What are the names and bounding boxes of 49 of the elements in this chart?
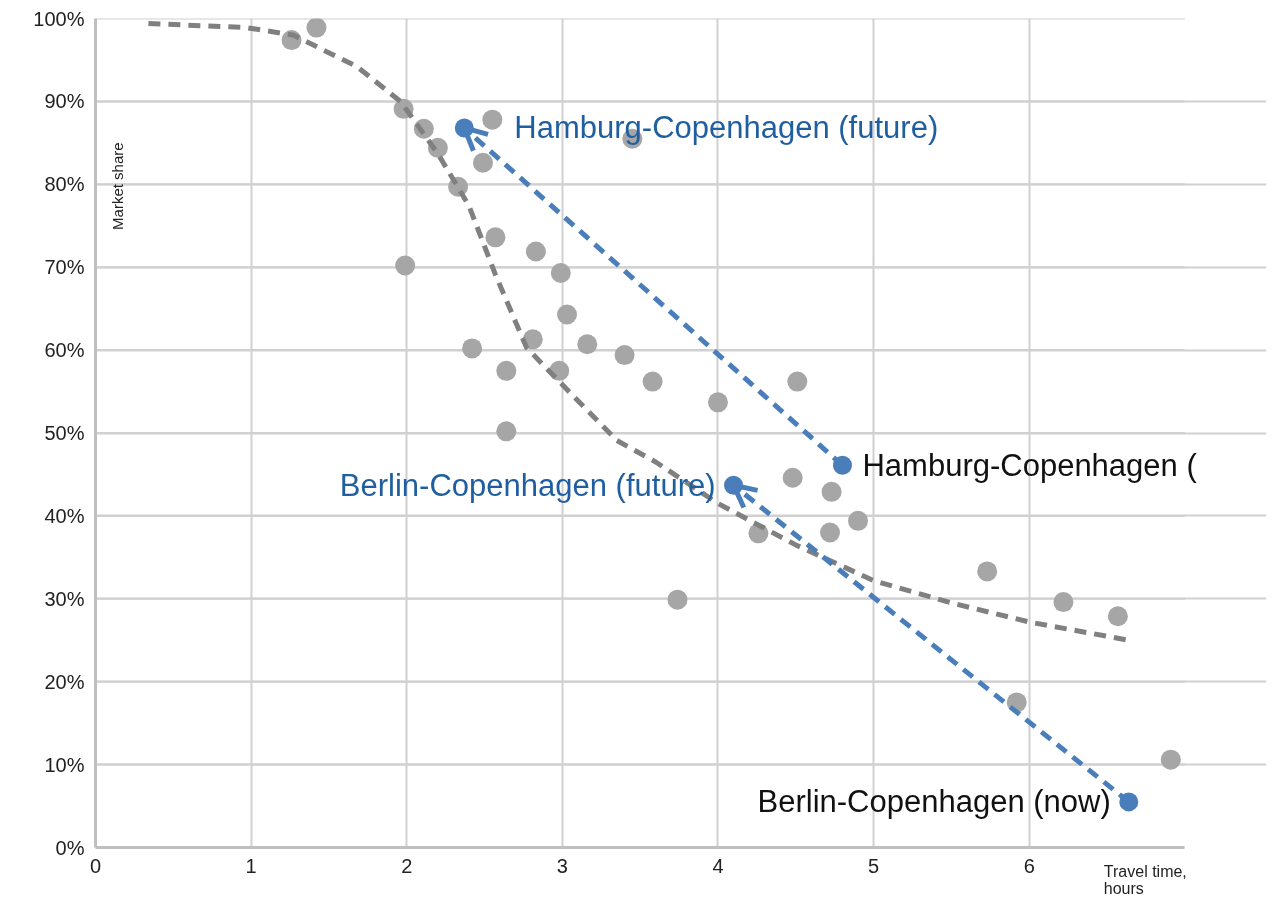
- y-axis-title: Market share: [108, 142, 126, 230]
- point: [485, 227, 506, 248]
- y-tick-label: 10%: [44, 753, 85, 776]
- point: [820, 522, 840, 543]
- y-tick-label: 90%: [44, 90, 85, 113]
- point: [848, 510, 869, 531]
- y-tick-label: 50%: [44, 422, 85, 444]
- y-tick-label: 60%: [44, 339, 85, 362]
- point: [482, 109, 503, 130]
- y-tick-label: 70%: [44, 256, 85, 279]
- point: [472, 152, 493, 173]
- point: [642, 371, 663, 392]
- y-tick-label: 40%: [44, 504, 85, 527]
- y-tick-label: 30%: [44, 587, 85, 610]
- annotation: Berlin-Copenhagen (future): [339, 467, 716, 503]
- x-tick-label: 1: [245, 854, 257, 877]
- point: [496, 360, 517, 381]
- point: [525, 241, 546, 262]
- annotation: Hamburg-Copenhagen (: [862, 447, 1198, 483]
- x-tick-label: 0: [89, 854, 102, 877]
- point: [577, 334, 598, 355]
- y-tick-label: 100%: [33, 7, 85, 30]
- annotation: Berlin-Copenhagen (now): [757, 784, 1111, 820]
- point: [707, 392, 728, 413]
- point: [667, 589, 688, 610]
- point: [977, 561, 998, 582]
- point: [782, 467, 803, 488]
- point: [1053, 592, 1074, 613]
- x-tick-label: 2: [401, 854, 413, 877]
- y-tick-label: 20%: [44, 670, 85, 693]
- point: [787, 371, 808, 392]
- x-tick-label: 4: [712, 854, 724, 877]
- point: [557, 304, 578, 325]
- y-tick-label: 80%: [44, 173, 85, 196]
- point: [1107, 606, 1128, 627]
- x-tick-label: 5: [868, 854, 880, 877]
- point: [395, 255, 416, 276]
- point: [821, 481, 842, 502]
- point: [550, 263, 571, 283]
- annotation: Hamburg-Copenhagen (future): [514, 110, 939, 146]
- y-tick-label: 0%: [55, 836, 85, 859]
- point: [462, 338, 483, 359]
- x-tick-label: 6: [1023, 854, 1035, 877]
- point: [614, 345, 635, 366]
- point: [306, 18, 327, 38]
- x-tick-label: 3: [556, 854, 568, 877]
- point: [1160, 749, 1181, 770]
- x-axis-title: Travel time, hours: [1103, 862, 1187, 897]
- point: [496, 421, 517, 442]
